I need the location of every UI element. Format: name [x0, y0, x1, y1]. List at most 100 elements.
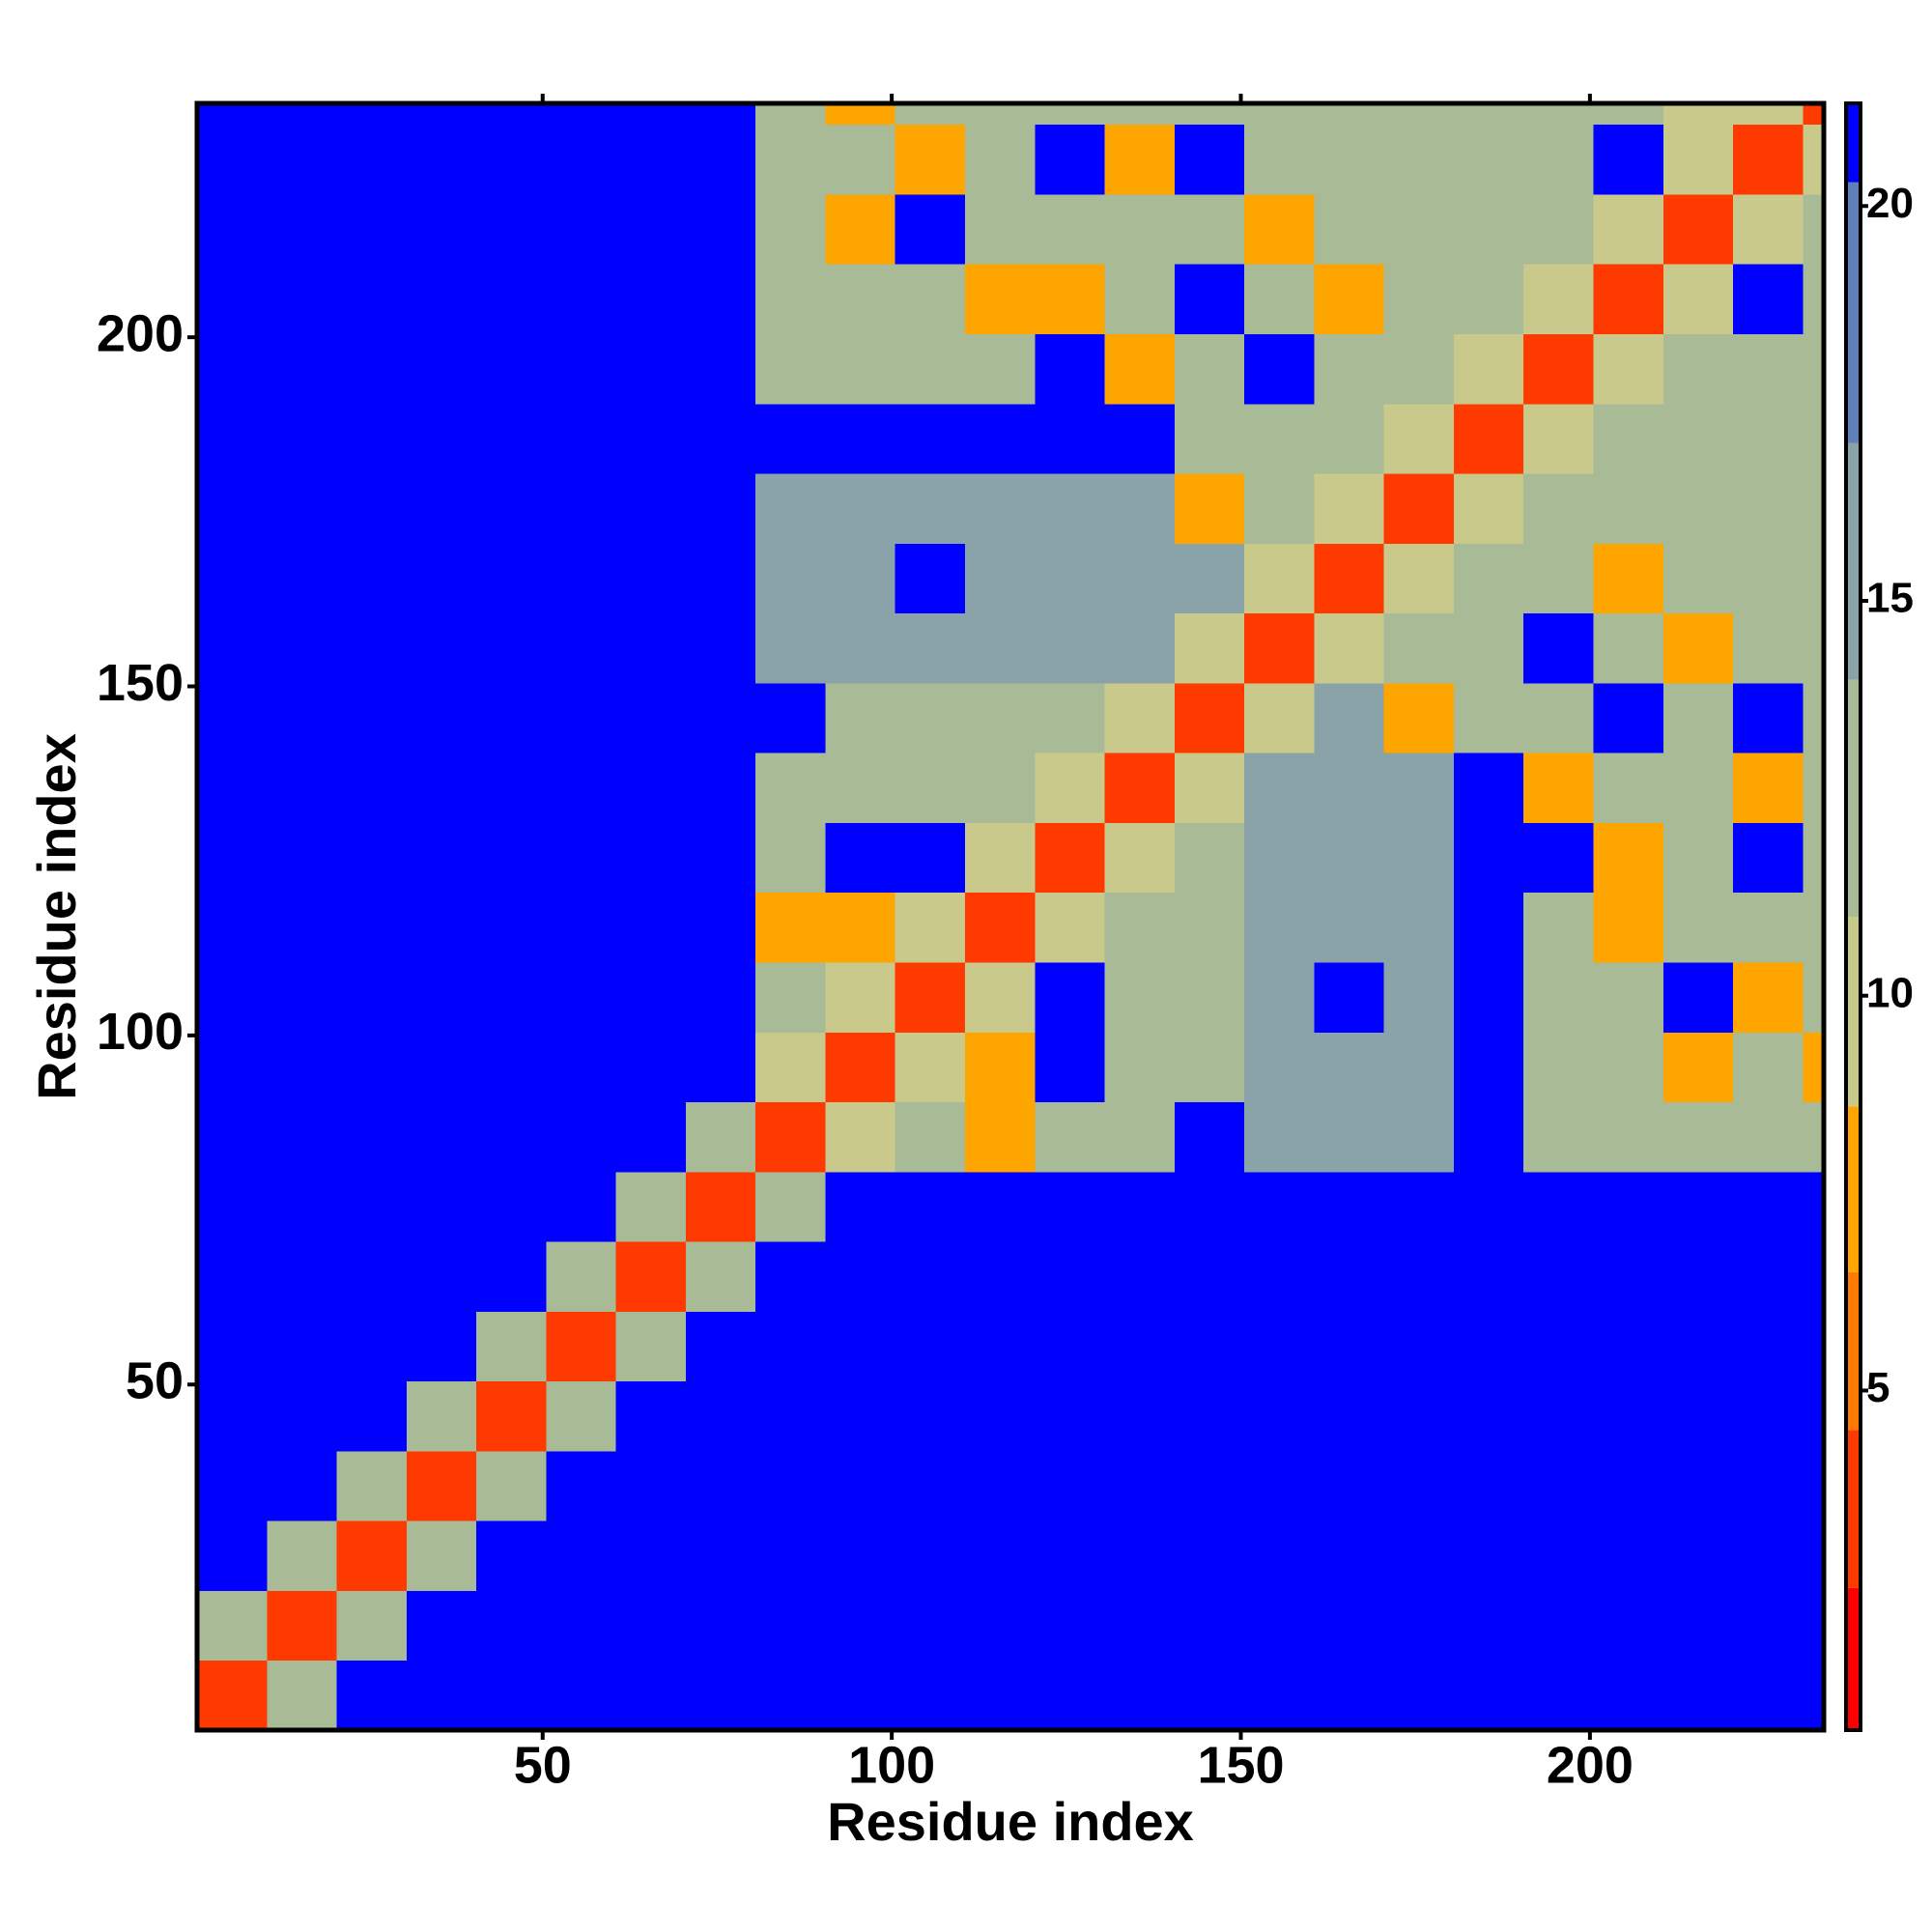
heatmap-cell	[615, 1241, 687, 1312]
heatmap-cell	[825, 403, 896, 474]
heatmap-cell	[1733, 612, 1804, 684]
heatmap-cell	[1035, 473, 1106, 544]
heatmap-cell	[825, 682, 896, 753]
heatmap-cell	[336, 193, 408, 265]
heatmap-cell	[1523, 892, 1594, 963]
heatmap-cell	[476, 193, 547, 265]
heatmap-cell	[267, 753, 338, 823]
colorbar-band	[1846, 679, 1861, 917]
heatmap-cell	[1314, 403, 1385, 474]
heatmap-cell	[1383, 1520, 1455, 1591]
heatmap-cell	[1383, 333, 1455, 405]
heatmap-cell	[336, 403, 408, 474]
heatmap-cell	[476, 612, 547, 684]
x-tick-label: 150	[1197, 1736, 1284, 1794]
heatmap-cell	[1453, 1380, 1524, 1452]
heatmap-cell	[336, 822, 408, 894]
heatmap-cell	[755, 961, 826, 1033]
heatmap-cell	[476, 1520, 547, 1591]
heatmap-cell	[755, 124, 826, 195]
heatmap-cell	[1104, 1660, 1176, 1731]
heatmap-cell	[1593, 1241, 1664, 1312]
heatmap-cell	[685, 1101, 756, 1173]
heatmap-cell	[1174, 124, 1245, 195]
heatmap-cell	[755, 1101, 826, 1173]
heatmap-cell	[476, 892, 547, 963]
heatmap-cell	[1453, 1660, 1524, 1731]
heatmap-cell	[1733, 473, 1804, 544]
heatmap-cell	[1244, 473, 1315, 544]
heatmap-cell	[1174, 892, 1245, 963]
heatmap-cell	[1244, 333, 1315, 405]
heatmap-cell	[406, 1590, 477, 1662]
heatmap-cell	[825, 543, 896, 614]
heatmap-cell	[546, 1101, 617, 1173]
heatmap-cell	[476, 1311, 547, 1382]
heatmap-cell	[1803, 753, 1825, 823]
heatmap-cell	[267, 1660, 338, 1731]
heatmap-cell	[1174, 1032, 1245, 1103]
colorbar-tick-label: 20	[1866, 180, 1914, 227]
heatmap-cell	[965, 961, 1036, 1033]
heatmap-cell	[1314, 1032, 1385, 1103]
heatmap-cell	[1104, 1101, 1176, 1173]
heatmap-cell	[895, 822, 966, 894]
heatmap-cell	[197, 1311, 268, 1382]
heatmap-cell	[895, 1660, 966, 1731]
y-tick-label: 100	[97, 1003, 184, 1061]
heatmap-cell	[1104, 1450, 1176, 1521]
heatmap-cell	[267, 822, 338, 894]
heatmap-cell	[1453, 1032, 1524, 1103]
heatmap-cell	[267, 1241, 338, 1312]
heatmap-cell	[1453, 1590, 1524, 1662]
heatmap-cell	[1383, 124, 1455, 195]
heatmap-cell	[267, 333, 338, 405]
heatmap-cell	[1244, 193, 1315, 265]
heatmap-cell	[1383, 1590, 1455, 1662]
heatmap-cell	[615, 193, 687, 265]
heatmap-cell	[685, 1241, 756, 1312]
heatmap-cell	[476, 1032, 547, 1103]
heatmap-cell	[615, 124, 687, 195]
heatmap-cell	[1733, 124, 1804, 195]
heatmap-cell	[336, 1241, 408, 1312]
heatmap-cell	[1523, 1520, 1594, 1591]
heatmap-cell	[825, 753, 896, 823]
heatmap-cell	[1453, 333, 1524, 405]
heatmap-cell	[197, 543, 268, 614]
heatmap-cell	[1314, 682, 1385, 753]
heatmap-cell	[1453, 1450, 1524, 1521]
heatmap-cell	[685, 753, 756, 823]
heatmap-cell	[1174, 1660, 1245, 1731]
heatmap-cell	[1733, 1032, 1804, 1103]
heatmap-cell	[1244, 753, 1315, 823]
heatmap-cell	[1593, 1660, 1664, 1731]
heatmap-cell	[476, 1241, 547, 1312]
heatmap-cell	[336, 753, 408, 823]
heatmap-cell	[267, 103, 338, 126]
heatmap-cell	[965, 124, 1036, 195]
heatmap-cell	[1244, 1171, 1315, 1242]
heatmap-cell	[615, 103, 687, 126]
heatmap-cell	[1662, 892, 1734, 963]
heatmap-cell	[1383, 1032, 1455, 1103]
colorbar-band	[1846, 1430, 1861, 1588]
heatmap-cell	[1593, 892, 1664, 963]
heatmap-cell	[336, 961, 408, 1033]
heatmap-cell	[755, 264, 826, 335]
heatmap-cell	[1453, 961, 1524, 1033]
heatmap-cell	[825, 1032, 896, 1103]
heatmap-cell	[1523, 103, 1594, 126]
heatmap-cell	[895, 1380, 966, 1452]
heatmap-cell	[755, 753, 826, 823]
heatmap-cell	[1803, 193, 1825, 265]
heatmap-cell	[1314, 473, 1385, 544]
heatmap-cell	[1523, 961, 1594, 1033]
heatmap-cell	[755, 1241, 826, 1312]
heatmap-cell	[1803, 1590, 1825, 1662]
heatmap-cell	[1244, 961, 1315, 1033]
heatmap-cell	[546, 1380, 617, 1452]
heatmap-cell	[615, 473, 687, 544]
heatmap-cell	[267, 193, 338, 265]
heatmap-cell	[1035, 264, 1106, 335]
